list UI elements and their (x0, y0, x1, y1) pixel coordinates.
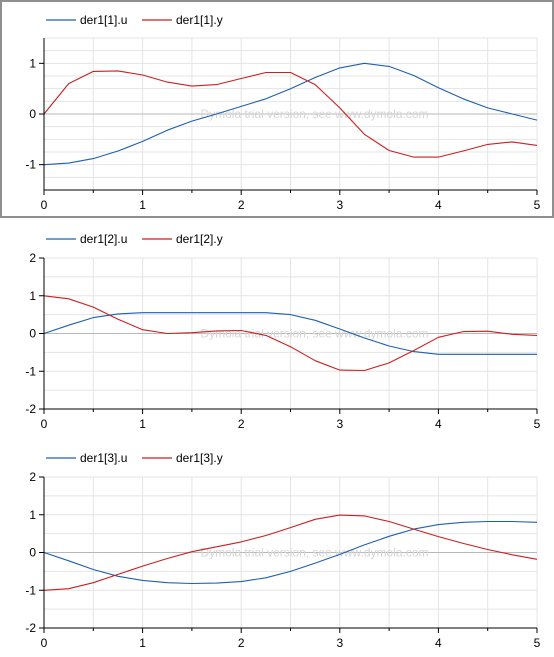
watermark-text: Dymola trial version, see www.dymola.com (200, 546, 428, 560)
plot-panel-3[interactable]: Dymola trial version, see www.dymola.com… (0, 439, 554, 657)
x-tick-label: 2 (238, 198, 245, 212)
legend-label-2[interactable]: der1[2].y (176, 232, 223, 246)
x-tick-label: 5 (534, 198, 541, 212)
series-line-1[interactable] (43, 62, 538, 166)
series-line-2[interactable] (43, 514, 538, 591)
y-tick-label: 1 (29, 289, 36, 303)
y-tick-label: 0 (29, 546, 36, 560)
legend-label-1[interactable]: der1[1].u (80, 13, 127, 27)
series-line-1[interactable] (43, 520, 538, 585)
chart-1[interactable]: Dymola trial version, see www.dymola.com… (0, 0, 554, 218)
x-tick-label: 5 (534, 417, 541, 431)
y-tick-label: -2 (25, 402, 36, 416)
x-tick-label: 0 (41, 636, 48, 650)
x-tick-label: 0 (41, 198, 48, 212)
y-tick-label: 1 (29, 56, 36, 70)
legend-label-1[interactable]: der1[3].u (80, 451, 127, 465)
y-tick-label: 1 (29, 508, 36, 522)
y-tick-label: 0 (29, 107, 36, 121)
y-tick-label: -2 (25, 621, 36, 635)
x-tick-label: 1 (139, 636, 146, 650)
watermark-text: Dymola trial version, see www.dymola.com (200, 107, 428, 121)
y-tick-label: -1 (25, 583, 36, 597)
legend-label-2[interactable]: der1[1].y (176, 13, 223, 27)
x-tick-label: 4 (435, 198, 442, 212)
x-tick-label: 4 (435, 417, 442, 431)
x-tick-label: 3 (336, 636, 343, 650)
x-tick-label: 2 (238, 417, 245, 431)
y-tick-label: 2 (29, 251, 36, 265)
plot-panel-2[interactable]: Dymola trial version, see www.dymola.com… (0, 220, 554, 438)
x-tick-label: 1 (139, 198, 146, 212)
chart-3[interactable]: Dymola trial version, see www.dymola.com… (0, 439, 554, 657)
series-line-2[interactable] (43, 295, 538, 372)
y-tick-label: 2 (29, 470, 36, 484)
series-line-2[interactable] (43, 70, 538, 158)
x-tick-label: 2 (238, 636, 245, 650)
x-tick-label: 4 (435, 636, 442, 650)
series-line-1[interactable] (43, 312, 537, 355)
legend-label-1[interactable]: der1[2].u (80, 232, 127, 246)
x-tick-label: 5 (534, 636, 541, 650)
y-tick-label: -1 (25, 364, 36, 378)
legend-label-2[interactable]: der1[3].y (176, 451, 223, 465)
y-tick-label: 0 (29, 327, 36, 341)
y-tick-label: -1 (25, 158, 36, 172)
plot-panel-1[interactable]: Dymola trial version, see www.dymola.com… (0, 0, 554, 218)
watermark-text: Dymola trial version, see www.dymola.com (200, 327, 428, 341)
x-tick-label: 1 (139, 417, 146, 431)
chart-2[interactable]: Dymola trial version, see www.dymola.com… (0, 220, 554, 438)
x-tick-label: 3 (336, 198, 343, 212)
x-tick-label: 0 (41, 417, 48, 431)
x-tick-label: 3 (336, 417, 343, 431)
